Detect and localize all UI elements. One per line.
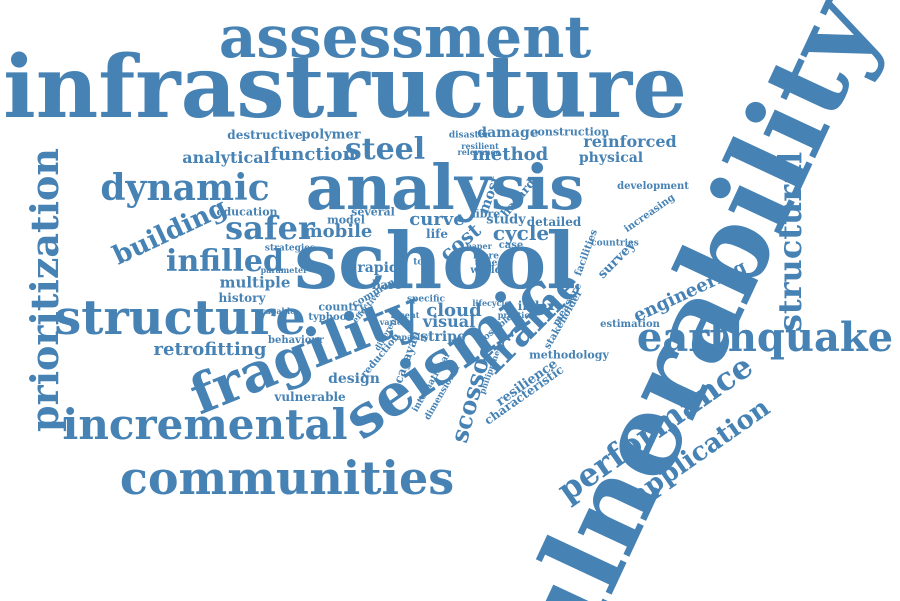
- word: country: [318, 300, 366, 314]
- word: case: [498, 240, 524, 251]
- word: physical: [578, 150, 644, 166]
- word: dynamic: [100, 167, 270, 209]
- word: steel: [344, 132, 426, 167]
- word: recent: [390, 310, 420, 320]
- word: several: [351, 205, 395, 219]
- word: assessment: [218, 3, 592, 71]
- word: typhoon: [308, 312, 354, 323]
- word: analysis: [305, 151, 585, 224]
- word: development: [617, 181, 689, 192]
- word: structure: [54, 290, 306, 346]
- word: history: [218, 291, 266, 305]
- word: rapid: [357, 260, 399, 276]
- word: resilient: [461, 141, 499, 151]
- word: analytical: [182, 148, 270, 167]
- word: more: [473, 251, 499, 262]
- word: tool: [413, 257, 433, 268]
- word: destructive: [227, 128, 303, 142]
- word: study: [486, 212, 526, 228]
- word: fibre: [471, 207, 501, 221]
- word: capable: [260, 306, 296, 316]
- word: estimation: [600, 319, 660, 330]
- word: life: [426, 227, 448, 241]
- word: infilled: [166, 244, 284, 279]
- word: structural: [771, 151, 809, 333]
- word: countries: [591, 238, 639, 249]
- word: reinforced: [583, 132, 677, 151]
- word: cycle: [492, 221, 550, 245]
- word: incremental: [62, 400, 348, 449]
- word: cloud: [426, 300, 482, 321]
- word: communities: [119, 451, 455, 505]
- word: disaster: [448, 130, 490, 141]
- word: parameter: [260, 265, 308, 275]
- word: method: [471, 144, 549, 165]
- word: retrofitting: [153, 339, 267, 360]
- word: school: [294, 216, 576, 307]
- word: detailed: [526, 215, 582, 229]
- word: lifecycle: [472, 298, 510, 308]
- word: safer: [225, 209, 315, 247]
- word: earthquake: [636, 314, 894, 361]
- word: vulnerable: [274, 390, 346, 404]
- word: bare: [371, 278, 403, 292]
- word: mobile: [303, 221, 373, 242]
- word: multiple: [219, 273, 291, 292]
- word: function: [270, 144, 356, 165]
- word: variety: [379, 317, 411, 327]
- word: world: [470, 265, 502, 276]
- word: visual: [422, 312, 476, 331]
- word: curve: [409, 209, 465, 230]
- word: education: [216, 205, 278, 219]
- word: model: [327, 213, 365, 227]
- word: time: [474, 258, 498, 269]
- word: stripe: [420, 329, 466, 345]
- word: relevance: [457, 147, 501, 157]
- word: practice: [497, 310, 535, 320]
- word: specific: [406, 294, 446, 305]
- word: methodology: [529, 348, 609, 362]
- word: index: [517, 299, 555, 313]
- word: infrastructure: [3, 37, 687, 138]
- word: damage: [477, 125, 539, 141]
- word: polymer: [301, 127, 361, 143]
- word: strategies: [264, 243, 316, 254]
- word: prioritization: [22, 148, 67, 432]
- word: capacity: [391, 332, 429, 342]
- word: behaviour: [268, 335, 324, 346]
- word: paper: [466, 241, 492, 251]
- word: design: [328, 371, 380, 387]
- word: construction: [530, 125, 610, 139]
